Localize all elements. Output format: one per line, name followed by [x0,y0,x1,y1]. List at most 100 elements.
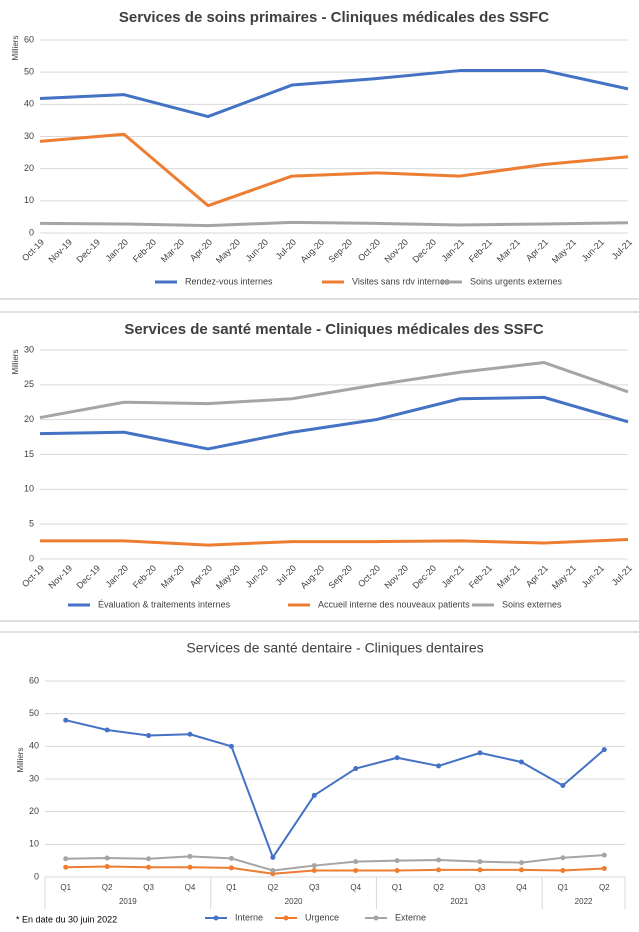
point [353,867,359,873]
point [270,867,276,873]
point [146,864,152,870]
x-tick-label: Feb-21 [467,237,494,264]
legend-marker [373,915,379,921]
point [560,855,566,861]
x-tick-label: Apr-21 [524,237,550,263]
legend-marker [283,915,289,921]
point [601,852,607,858]
series-line [40,537,629,547]
x-tick-label: Apr-20 [188,563,214,589]
x-tick-label: Oct-20 [356,563,382,589]
point [228,865,234,871]
x-tick-label: Dec-20 [411,563,439,591]
legend-label: Accueil interne des nouveaux patients [318,599,470,609]
legend-label: Visites sans rdv internes [352,276,450,286]
x-tick-label: Nov-19 [47,237,75,265]
point [187,853,193,859]
x-tick-label: Q1 [60,883,71,892]
chart-title: Services de soins primaires - Cliniques … [119,9,549,26]
x-tick-label: Mar-20 [159,237,186,264]
x-tick-label: Jul-21 [610,237,634,261]
x-tick-label: Aug-20 [298,563,326,591]
y-tick-label: 20 [24,414,34,424]
x-tick-label: Jan-20 [104,237,131,264]
y-tick-label: 0 [29,553,34,563]
y-tick-label: 30 [29,773,39,783]
x-tick-label: Q4 [516,883,527,892]
point [436,857,442,863]
y-tick-label: 10 [24,484,34,494]
x-group-label: 2019 [119,897,137,906]
x-tick-label: Q3 [475,883,486,892]
x-tick-label: Q1 [558,883,569,892]
series-line [39,132,629,208]
x-tick-label: Apr-21 [524,563,550,589]
x-tick-label: Q1 [226,883,237,892]
y-tick-label: 50 [29,708,39,718]
legend-marker [213,915,219,921]
y-tick-label: 5 [29,519,34,529]
x-tick-label: Jun-21 [580,563,607,590]
x-tick-label: Dec-19 [75,237,103,265]
x-tick-label: Q1 [392,883,403,892]
point [601,866,607,872]
series-line [65,854,605,872]
x-tick-label: Jul-20 [274,563,298,587]
x-tick-label: Sep-20 [326,563,354,591]
x-tick-label: Nov-20 [383,237,411,265]
x-tick-label: Aug-20 [298,237,326,265]
x-tick-label: Jun-21 [580,237,607,264]
x-tick-label: Sep-20 [326,237,354,265]
x-tick-label: Jan-20 [104,563,131,590]
x-tick-label: May-20 [214,237,242,265]
chart-title: Services de santé dentaire - Cliniques d… [186,640,483,656]
legend-label: Soins urgents externes [470,276,563,286]
x-tick-label: Feb-21 [467,563,494,590]
point [353,859,359,865]
point [63,864,69,870]
y-tick-label: 40 [29,741,39,751]
x-tick-label: Oct-19 [20,563,46,589]
point [394,755,400,761]
x-tick-label: Q3 [309,883,320,892]
x-tick-label: Dec-19 [75,563,103,591]
y-axis-label: Milliers [11,350,20,375]
series-line [39,220,629,228]
point [146,733,152,739]
y-tick-label: 60 [24,34,34,44]
x-tick-label: Oct-20 [356,237,382,263]
series-line [65,719,605,859]
y-tick-label: 20 [24,163,34,173]
x-tick-label: Jan-21 [440,237,467,264]
x-tick-label: Dec-20 [411,237,439,265]
point [228,743,234,749]
x-tick-label: Q4 [350,883,361,892]
x-tick-label: Apr-20 [188,237,214,263]
x-tick-label: Oct-19 [20,237,46,263]
y-tick-label: 30 [24,131,34,141]
x-tick-label: Feb-20 [131,563,158,590]
point [518,759,524,765]
point [353,766,359,772]
y-tick-label: 0 [29,227,34,237]
point [311,792,317,798]
point [601,747,607,753]
x-tick-label: Mar-21 [495,563,522,590]
point [63,717,69,723]
point [270,854,276,860]
x-tick-label: Q3 [143,883,154,892]
y-tick-label: 0 [34,871,39,881]
y-tick-label: 10 [29,839,39,849]
x-group-label: 2020 [285,897,303,906]
series-line [39,361,629,420]
legend-label: Externe [395,912,426,922]
x-tick-label: Jun-20 [244,237,271,264]
x-tick-label: Q2 [268,883,279,892]
x-tick-label: Jun-20 [244,563,271,590]
x-tick-label: Nov-19 [47,563,75,591]
x-tick-label: Q2 [433,883,444,892]
legend-label: Rendez-vous internes [185,276,273,286]
point [560,783,566,789]
point [477,750,483,756]
